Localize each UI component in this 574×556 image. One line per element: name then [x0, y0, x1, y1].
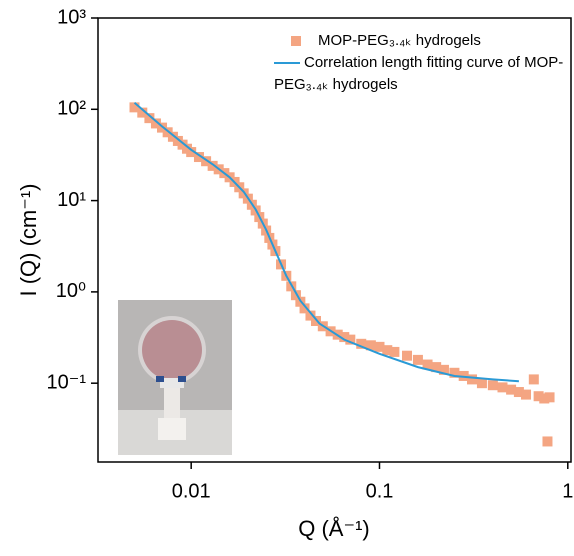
x-tick-label: 0.1 [366, 480, 394, 502]
data-point [162, 127, 173, 138]
data-point [449, 367, 460, 378]
data-point [539, 393, 550, 404]
y-tick-label: 10³ [57, 6, 86, 28]
data-point [129, 102, 140, 113]
y-axis-title: I (Q) (cm⁻¹) [16, 183, 41, 296]
data-point [487, 380, 498, 391]
data-point [305, 310, 316, 321]
data-point [431, 362, 442, 373]
data-point [438, 364, 449, 375]
inset-photo [118, 300, 232, 455]
data-point [339, 332, 350, 343]
data-point [201, 156, 212, 167]
data-point [528, 374, 539, 385]
data-point [533, 391, 544, 402]
data-point [150, 118, 161, 129]
x-tick-label: 0.01 [172, 480, 211, 502]
data-point [186, 147, 197, 158]
data-point [356, 338, 367, 349]
data-point [345, 334, 356, 345]
legend-label: MOP-PEG₃.₄ₖ hydrogels [318, 32, 481, 49]
data-point [497, 382, 508, 393]
fit-line [133, 101, 519, 383]
data-point [542, 436, 553, 447]
data-point [476, 378, 487, 389]
legend-label: Correlation length fitting curve of MOP-… [274, 54, 564, 93]
data-point [402, 350, 413, 361]
data-point [513, 387, 524, 398]
data-point [521, 389, 532, 400]
data-point [310, 315, 321, 326]
data-point [290, 290, 301, 301]
data-point [382, 345, 393, 356]
data-point [299, 303, 310, 314]
data-point [137, 107, 148, 118]
y-tick-label: 10⁰ [56, 280, 86, 302]
data-point [467, 374, 478, 385]
x-tick-label: 1 [562, 480, 573, 502]
data-point [374, 341, 385, 352]
data-point [422, 359, 433, 370]
data-point [506, 384, 517, 395]
data-point [144, 113, 155, 124]
data-point [365, 340, 376, 351]
y-tick-label: 10² [57, 98, 86, 120]
data-point [389, 346, 400, 357]
data-point [207, 160, 218, 171]
plot-frame [97, 17, 572, 463]
x-axis-title: Q (Å⁻¹) [298, 516, 370, 541]
legend-swatch [291, 36, 301, 46]
y-tick-label: 10⁻¹ [47, 371, 87, 393]
data-point [544, 392, 555, 403]
data-point [193, 152, 204, 163]
data-point [412, 354, 423, 365]
y-tick-label: 10¹ [57, 189, 86, 211]
